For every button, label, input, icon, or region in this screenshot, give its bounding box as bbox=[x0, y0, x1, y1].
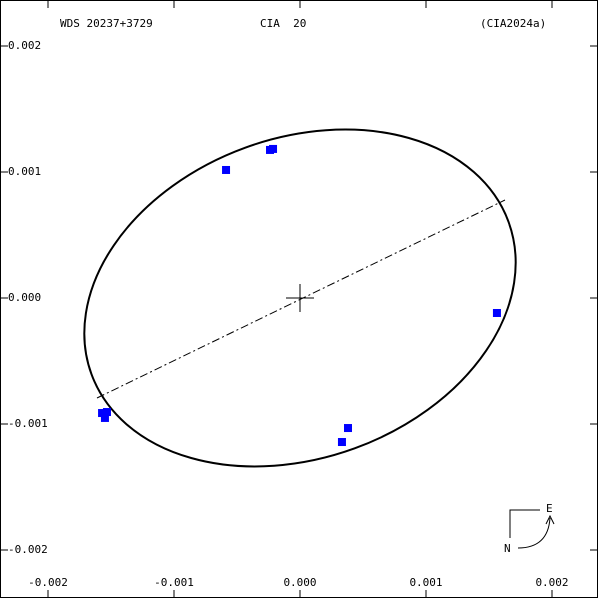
x-tick-label: 0.000 bbox=[283, 576, 316, 589]
observation bbox=[222, 165, 231, 174]
compass-arc bbox=[517, 517, 551, 549]
y-tick-label: 0.001 bbox=[8, 165, 41, 178]
compass bbox=[509, 509, 540, 538]
observation bbox=[98, 409, 107, 418]
header-center: CIA 20 bbox=[260, 17, 306, 30]
orbit bbox=[83, 128, 517, 468]
x-tick-label: -0.002 bbox=[28, 576, 68, 589]
x-tick-label: -0.001 bbox=[154, 576, 194, 589]
y-tick-label: -0.002 bbox=[8, 543, 48, 556]
header-left: WDS 20237+3729 bbox=[60, 17, 153, 30]
x-tick-label: 0.001 bbox=[409, 576, 442, 589]
x-tick-label: 0.002 bbox=[535, 576, 568, 589]
observation bbox=[100, 413, 109, 422]
observation bbox=[337, 438, 346, 447]
y-tick-label: 0.000 bbox=[8, 291, 41, 304]
observation bbox=[344, 424, 353, 433]
compass-arrow bbox=[545, 514, 555, 525]
y-tick-label: 0.002 bbox=[8, 39, 41, 52]
header-right: (CIA2024a) bbox=[480, 17, 546, 30]
observation bbox=[102, 408, 111, 417]
line-of-nodes bbox=[96, 199, 506, 399]
compass-e: E bbox=[546, 502, 553, 515]
observation bbox=[269, 144, 278, 153]
observation bbox=[492, 308, 501, 317]
y-tick-label: -0.001 bbox=[8, 417, 48, 430]
compass-n: N bbox=[504, 542, 511, 555]
